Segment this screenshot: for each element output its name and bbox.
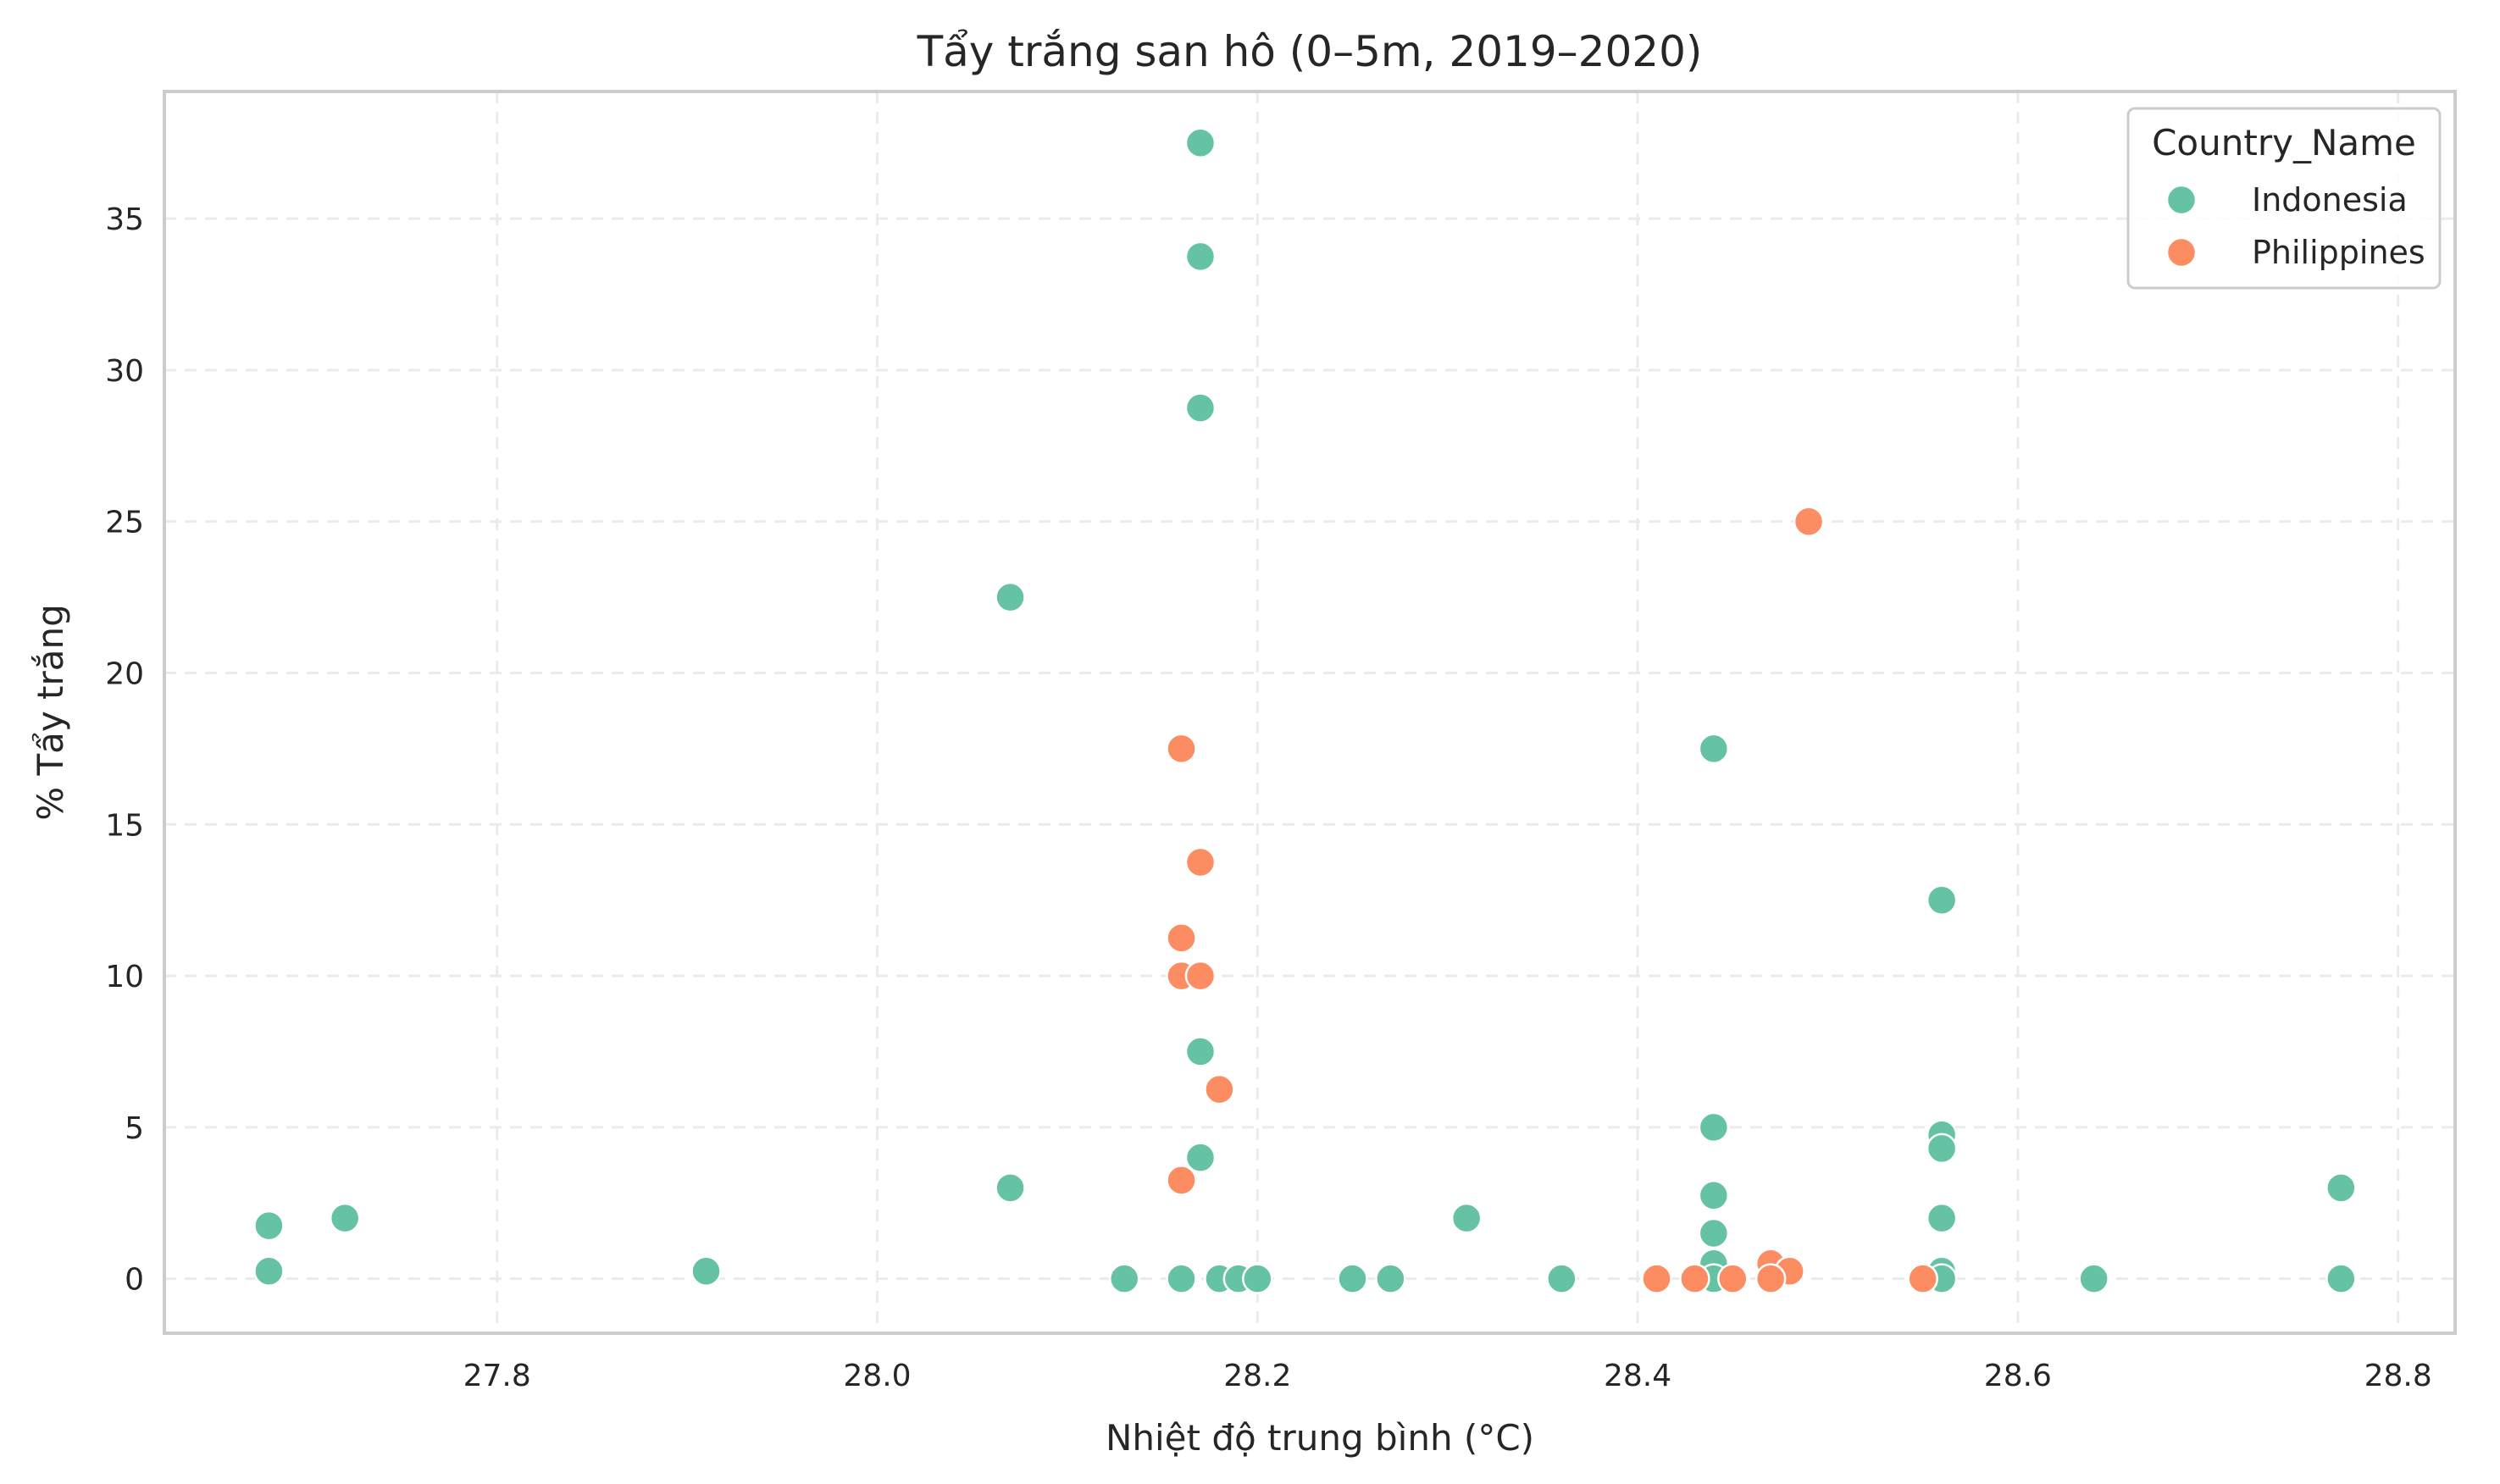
- data-point-indonesia: [2325, 1263, 2357, 1294]
- data-point-philippines: [1754, 1263, 1787, 1294]
- data-point-philippines: [1204, 1073, 1235, 1105]
- data-point-philippines: [1679, 1263, 1710, 1294]
- legend-marker-indonesia: [2165, 184, 2198, 216]
- data-point-indonesia: [253, 1210, 285, 1242]
- data-point-indonesia: [1184, 1142, 1217, 1173]
- data-point-indonesia: [1546, 1263, 1577, 1294]
- data-point-indonesia: [1184, 127, 1217, 159]
- data-point-philippines: [1166, 733, 1197, 765]
- chart-title: Tẩy trắng san hô (0–5m, 2019–2020): [917, 27, 1703, 76]
- legend-box: [2126, 107, 2442, 290]
- y-tick-label: 20: [105, 657, 144, 692]
- data-point-philippines: [1184, 960, 1217, 992]
- data-point-indonesia: [1375, 1263, 1406, 1294]
- data-point-indonesia: [1698, 1111, 1730, 1143]
- data-point-indonesia: [1242, 1263, 1273, 1294]
- x-tick-label: 27.8: [463, 1359, 531, 1393]
- y-tick-label: 35: [105, 202, 144, 237]
- legend-title: Country_Name: [2152, 122, 2416, 163]
- data-point-indonesia: [690, 1255, 722, 1287]
- data-point-indonesia: [1698, 1180, 1730, 1211]
- data-point-philippines: [1166, 1165, 1197, 1196]
- data-point-indonesia: [1184, 1036, 1217, 1067]
- x-tick-label: 28.6: [1984, 1359, 2052, 1393]
- data-point-indonesia: [1926, 884, 1958, 916]
- data-point-indonesia: [329, 1202, 361, 1234]
- y-tick-label: 25: [105, 506, 144, 540]
- plot-frame: [163, 90, 2457, 1335]
- y-axis-label: % Tẩy trắng: [30, 604, 71, 821]
- x-tick-label: 28.8: [2364, 1359, 2432, 1393]
- data-point-philippines: [1166, 922, 1197, 954]
- y-tick-label: 5: [125, 1111, 144, 1146]
- y-tick-label: 30: [105, 354, 144, 389]
- data-point-indonesia: [2325, 1172, 2357, 1204]
- x-axis-label: Nhiệt độ trung bình (°C): [1106, 1417, 1534, 1459]
- data-point-philippines: [1717, 1263, 1749, 1294]
- data-point-indonesia: [1698, 733, 1730, 765]
- legend: Country_Name Indonesia Philippines: [2126, 107, 2442, 290]
- data-point-indonesia: [1926, 1132, 1958, 1165]
- axis-ticks: 27.8 28.0 28.2 28.4 28.6 28.8 0 5 10 15 20 25 30 35: [105, 202, 2432, 1393]
- data-point-indonesia: [1450, 1202, 1483, 1234]
- data-point-indonesia: [1184, 392, 1217, 424]
- legend-label-indonesia: Indonesia: [2252, 181, 2408, 219]
- data-point-indonesia: [1108, 1263, 1140, 1294]
- data-point-indonesia: [253, 1255, 285, 1287]
- data-point-indonesia: [1337, 1263, 1368, 1294]
- legend-label-philippines: Philippines: [2252, 234, 2425, 271]
- data-point-indonesia: [1926, 1202, 1958, 1234]
- data-point-philippines: [1793, 506, 1825, 537]
- y-tick-label: 0: [125, 1263, 144, 1298]
- data-point-philippines: [1184, 846, 1217, 878]
- data-point-indonesia: [995, 581, 1026, 613]
- data-point-indonesia: [995, 1172, 1026, 1204]
- data-point-indonesia: [1184, 241, 1217, 273]
- grid-lines: [164, 91, 2455, 1333]
- legend-marker-philippines: [2165, 236, 2198, 269]
- data-point-philippines: [1641, 1263, 1672, 1294]
- y-tick-label: 15: [105, 808, 144, 843]
- data-point-indonesia: [1166, 1263, 1197, 1294]
- data-point-indonesia: [1698, 1217, 1730, 1249]
- y-tick-label: 10: [105, 960, 144, 994]
- x-tick-label: 28.4: [1604, 1359, 1671, 1393]
- data-point-philippines: [1907, 1263, 1938, 1294]
- data-point-indonesia: [2078, 1263, 2109, 1294]
- data-points: [253, 127, 2357, 1294]
- x-tick-label: 28.0: [843, 1359, 911, 1393]
- x-tick-label: 28.2: [1223, 1359, 1291, 1393]
